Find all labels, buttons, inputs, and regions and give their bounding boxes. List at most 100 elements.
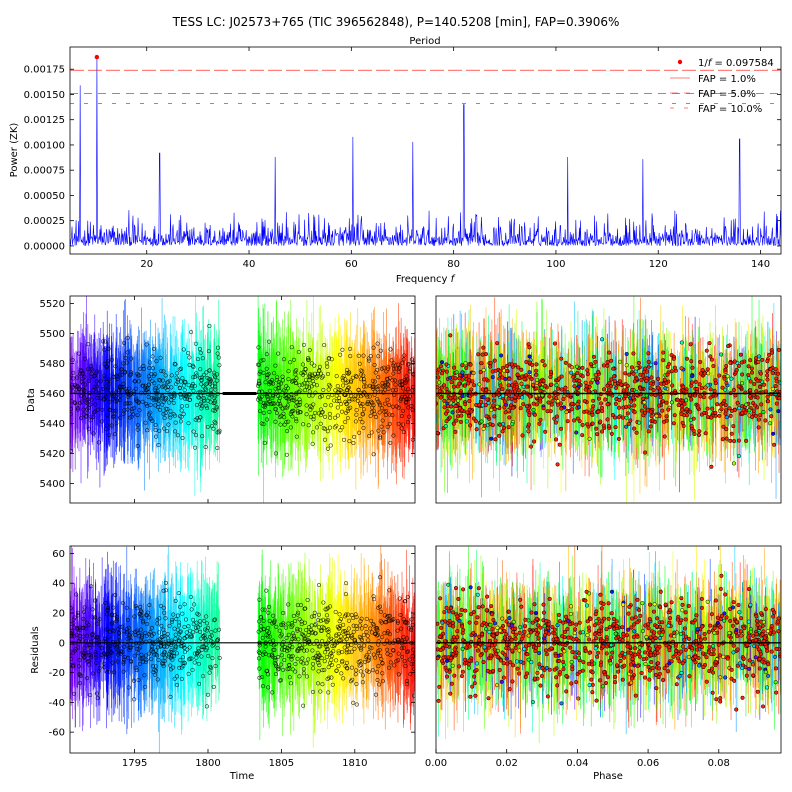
data-point — [212, 400, 217, 405]
data-point — [399, 396, 404, 401]
data-point — [289, 345, 294, 350]
data-time-axes: 5400 5420 5440 5460 5480 5500 5520 — [40, 296, 415, 503]
data-point — [391, 361, 396, 366]
data-point — [393, 382, 398, 387]
data-point — [328, 384, 333, 389]
data-point — [95, 395, 100, 401]
y-tick-label: 0.00100 — [24, 140, 65, 151]
data-point — [335, 413, 340, 418]
data-point — [191, 429, 196, 434]
data-point — [169, 394, 174, 399]
data-point — [82, 356, 87, 361]
data-point — [258, 399, 263, 404]
data-point — [100, 407, 105, 412]
data-point — [360, 420, 365, 425]
data-point — [394, 387, 399, 392]
data-point — [94, 379, 99, 384]
data-point — [305, 381, 310, 386]
data-point — [304, 377, 309, 382]
data-point — [338, 352, 343, 357]
data-point — [178, 395, 183, 400]
data-point — [199, 382, 204, 387]
data-point — [402, 353, 407, 358]
data-point — [347, 397, 352, 402]
data-point — [262, 440, 267, 445]
data-point — [387, 421, 392, 426]
data-point — [191, 364, 196, 369]
data-point — [95, 407, 100, 412]
data-point — [394, 366, 399, 371]
data-point — [118, 372, 123, 377]
data-point — [411, 372, 415, 377]
data-point — [135, 443, 140, 449]
data-point — [215, 345, 221, 350]
data-point — [164, 396, 169, 401]
data-point — [123, 355, 128, 361]
data-point — [136, 379, 141, 384]
data-point — [321, 426, 326, 431]
data-point — [334, 393, 339, 398]
data-point — [198, 367, 203, 372]
data-point — [100, 339, 106, 344]
y-tick-label: 5480 — [40, 359, 65, 370]
data-point — [203, 386, 208, 391]
data-point — [282, 422, 287, 427]
data-point — [288, 360, 293, 365]
data-point — [201, 396, 206, 401]
data-point — [166, 380, 171, 385]
x-tick-label: 60 — [345, 259, 358, 270]
data-point — [277, 385, 282, 390]
data-point — [107, 407, 113, 412]
data-point — [376, 384, 381, 389]
data-point — [355, 394, 360, 399]
data-point — [306, 423, 311, 428]
data-point — [291, 357, 297, 362]
data-point — [378, 436, 383, 441]
data-point — [182, 387, 187, 393]
data-point — [163, 410, 168, 416]
y-tick-label: 0.00025 — [24, 216, 65, 227]
data-point — [217, 363, 222, 368]
data-point — [286, 397, 291, 402]
data-point — [181, 412, 186, 417]
data-point — [391, 371, 396, 376]
data-point — [375, 367, 380, 372]
data-point — [186, 383, 191, 388]
data-point — [138, 366, 143, 371]
data-point — [396, 362, 401, 367]
periodogram-frame — [69, 46, 782, 255]
data-point — [129, 356, 134, 361]
data-point — [358, 368, 363, 373]
data-point — [294, 392, 299, 397]
data-point — [147, 360, 153, 365]
legend-best-label: 1/f = 0.097584 — [698, 58, 774, 69]
data-point — [289, 409, 294, 414]
data-point — [390, 413, 395, 418]
data-point — [115, 398, 120, 403]
data-point — [175, 379, 180, 385]
x-tick-label: 100 — [546, 259, 565, 270]
data-point — [370, 400, 375, 406]
data-point — [129, 370, 134, 375]
data-point — [370, 378, 375, 383]
data-point — [376, 428, 381, 433]
data-point — [361, 353, 366, 358]
data-point — [335, 405, 340, 410]
data-point — [133, 379, 138, 384]
data-point — [325, 371, 331, 377]
data-point — [174, 371, 180, 376]
data-point — [310, 379, 315, 384]
data-point — [82, 395, 87, 400]
data-point — [81, 387, 86, 392]
data-point — [205, 398, 210, 403]
data-point — [361, 407, 367, 412]
data-point — [310, 441, 315, 446]
data-point — [370, 384, 375, 390]
x-tick-label: 80 — [447, 259, 460, 270]
data-point — [173, 429, 178, 434]
data-point — [150, 354, 155, 359]
data-point — [199, 378, 204, 383]
data-point — [326, 387, 331, 392]
data-point — [153, 396, 158, 401]
data-point — [407, 414, 412, 419]
